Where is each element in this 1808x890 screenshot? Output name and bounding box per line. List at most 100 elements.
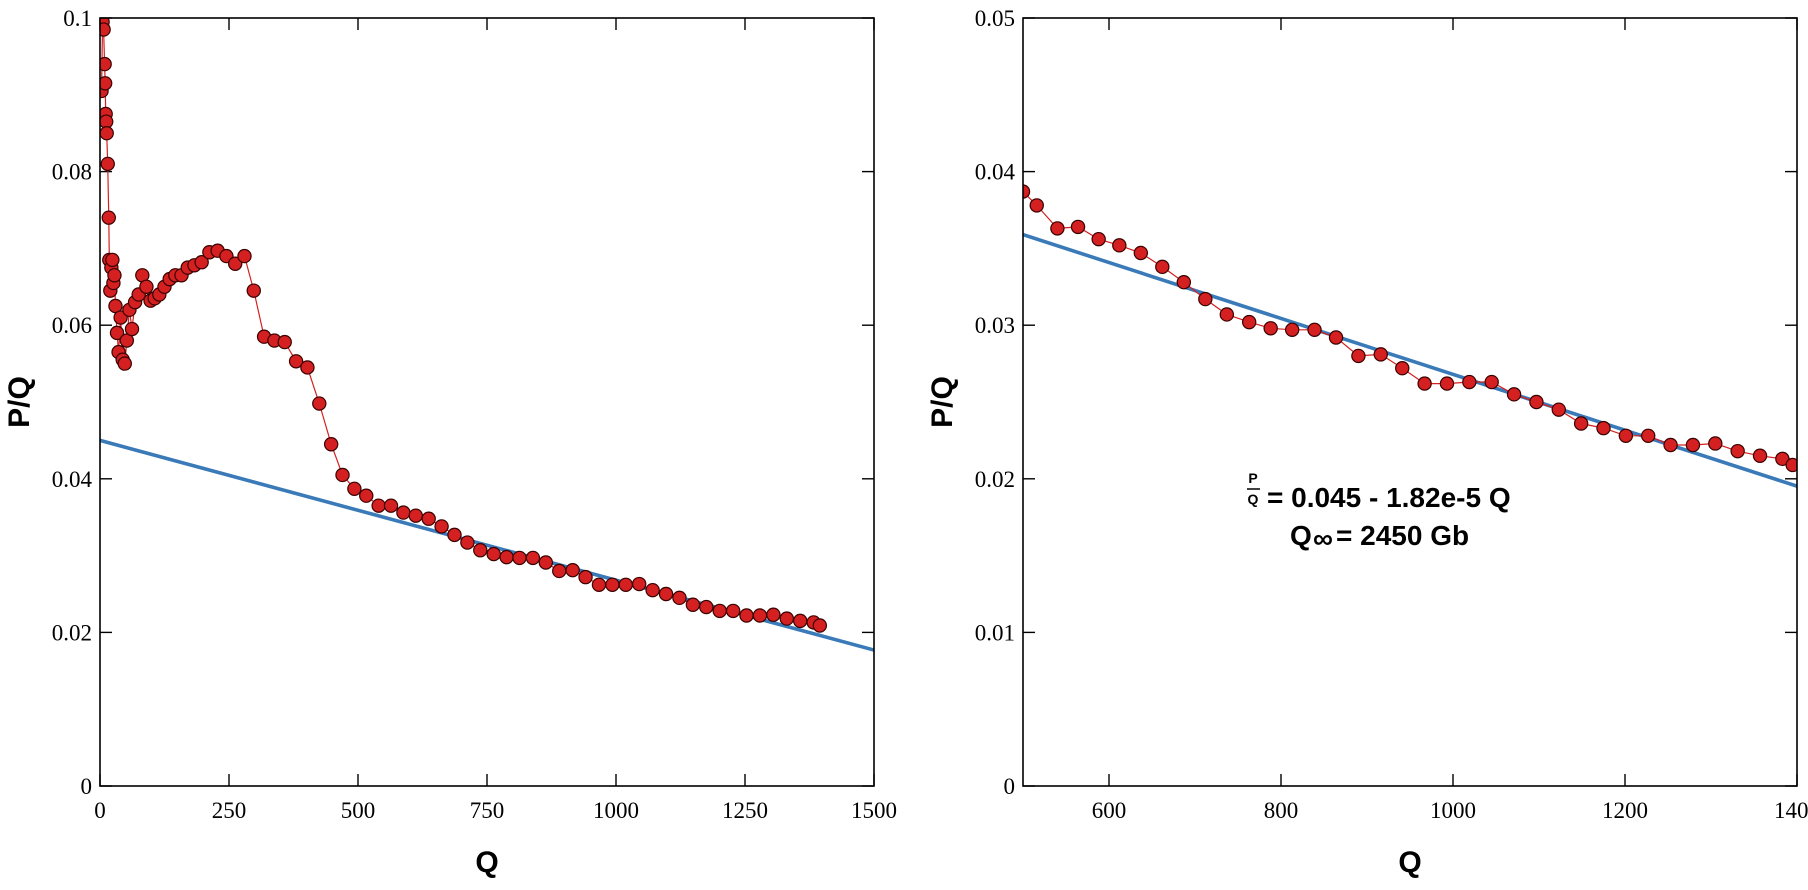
plot-content	[100, 18, 874, 652]
data-point	[1663, 437, 1678, 453]
x-tick-label: 500	[341, 798, 376, 823]
data-point	[100, 76, 113, 91]
x-tick-label: 800	[1264, 798, 1299, 823]
data-point	[335, 467, 350, 483]
data-point	[1596, 420, 1611, 436]
series-connector-line	[1023, 191, 1794, 466]
data-point	[100, 126, 114, 141]
data-point	[323, 437, 339, 452]
y-tick-label: 0.1	[63, 6, 92, 31]
x-tick-label: 750	[470, 798, 505, 823]
data-point	[725, 603, 741, 619]
x-tick-label: 1000	[1430, 798, 1476, 823]
plot-frame	[1022, 17, 1798, 787]
data-point	[578, 569, 593, 585]
data-point	[124, 321, 140, 337]
data-point	[1730, 443, 1745, 459]
chart-left: 0 250 500 750 1000 1250 1500 0 0.02 0.04 0.06 0.08 0…	[3, 6, 897, 879]
data-point	[1050, 221, 1065, 236]
data-point	[109, 325, 125, 341]
data-point	[1785, 457, 1797, 473]
data-point	[312, 396, 327, 411]
data-point	[1462, 374, 1477, 390]
data-point	[525, 550, 541, 566]
data-point	[752, 608, 768, 623]
x-tick-label: 250	[212, 798, 247, 823]
data-point	[383, 498, 399, 513]
data-point	[552, 563, 567, 579]
plot-frame	[99, 17, 875, 787]
y-tick-label: 0.02	[52, 620, 92, 645]
annotation-q-symbol: Q	[1290, 520, 1312, 551]
x-axis-title: Q	[1398, 846, 1421, 879]
data-point	[434, 519, 449, 534]
data-point	[1284, 322, 1300, 338]
data-point	[739, 608, 754, 623]
data-point	[288, 354, 304, 369]
y-tick-label: 0.06	[52, 313, 92, 338]
data-point	[766, 607, 781, 622]
annotation-fraction-numerator: P	[1248, 470, 1257, 486]
annotation-equation: = 0.045 - 1.82e-5 Q	[1267, 482, 1511, 513]
x-axis-title: Q	[475, 846, 498, 879]
y-tick-label: 0.04	[52, 467, 93, 492]
data-point	[101, 210, 116, 225]
data-point	[194, 255, 209, 270]
data-point	[421, 511, 436, 526]
data-point	[1439, 376, 1455, 391]
data-point	[1484, 374, 1499, 390]
data-point	[139, 279, 154, 294]
data-point	[1685, 437, 1701, 453]
annotation-q-value: = 2450 Gb	[1336, 520, 1469, 551]
data-point	[347, 481, 362, 496]
y-tick-label: 0.04	[975, 160, 1016, 185]
data-point	[100, 156, 115, 172]
data-point	[396, 505, 411, 520]
data-point	[1029, 198, 1044, 213]
data-point	[1307, 322, 1322, 338]
data-point	[591, 577, 607, 592]
data-point	[1133, 245, 1149, 261]
data-point	[538, 555, 554, 570]
data-point	[812, 618, 828, 633]
data-point	[227, 256, 243, 271]
data-point	[117, 356, 132, 371]
data-point	[1263, 321, 1278, 336]
tick-marks	[1023, 17, 1798, 787]
data-point	[246, 283, 261, 298]
data-point	[1112, 238, 1127, 253]
data-point	[1529, 394, 1544, 410]
data-point	[107, 268, 122, 283]
x-tick-label: 1250	[722, 798, 768, 823]
data-point	[793, 613, 808, 629]
data-point	[277, 334, 292, 350]
y-tick-label: 0	[81, 774, 93, 799]
data-point	[1708, 436, 1723, 451]
data-point	[1551, 402, 1566, 417]
y-tick-label: 0.03	[975, 313, 1015, 338]
data-point	[1618, 428, 1634, 443]
data-point	[100, 22, 111, 37]
data-point	[699, 599, 714, 615]
data-point	[447, 527, 462, 543]
annotation-fraction-denominator: Q	[1248, 491, 1259, 507]
data-point	[1417, 376, 1432, 391]
data-point	[371, 498, 386, 513]
data-point	[1091, 231, 1106, 247]
x-tick-label: 600	[1092, 798, 1127, 823]
data-point	[1351, 348, 1366, 364]
data-point	[237, 248, 252, 264]
data-point	[632, 576, 647, 592]
data-point	[460, 535, 475, 550]
x-tick-label: 1500	[851, 798, 897, 823]
data-point	[1506, 387, 1522, 402]
data-point	[512, 550, 527, 566]
fit-annotation: PQ = 0.045 - 1.82e-5 QQ ∞ = 2450 Gb	[1247, 470, 1511, 554]
data-point	[685, 597, 701, 612]
data-point	[712, 603, 727, 619]
data-point	[1395, 361, 1410, 376]
y-tick-label: 0	[1004, 774, 1016, 799]
